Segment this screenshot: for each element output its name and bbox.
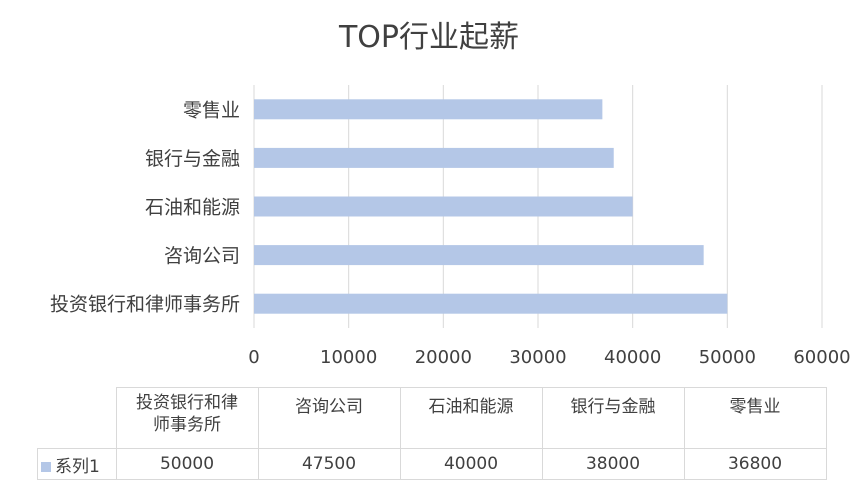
x-tick-labels: 0 10000 20000 30000 40000 50000 60000 (248, 347, 850, 368)
x-tick-label: 0 (248, 347, 259, 368)
data-table-header: 投资银行和律 师事务所 (115, 387, 259, 449)
bar (254, 293, 728, 314)
x-tick-label: 40000 (604, 347, 661, 368)
data-table-value: 36800 (683, 448, 827, 480)
data-table-value: 47500 (257, 448, 401, 480)
bar (254, 147, 614, 168)
x-tick-label: 60000 (793, 347, 850, 368)
bar (254, 196, 633, 217)
category-label: 咨询公司 (164, 245, 240, 267)
data-table-header: 咨询公司 (257, 387, 401, 449)
data-table-header: 石油和能源 (399, 387, 543, 449)
category-label: 零售业 (183, 99, 240, 121)
x-tick-label: 30000 (509, 347, 566, 368)
legend-label: 系列1 (55, 456, 100, 477)
category-label: 投资银行和律师事务所 (50, 294, 240, 316)
category-label: 银行与金融 (145, 148, 240, 170)
data-table-value: 38000 (541, 448, 685, 480)
x-tick-label: 10000 (320, 347, 377, 368)
bars (254, 99, 728, 314)
data-table-header-row: 投资银行和律 师事务所 咨询公司 石油和能源 银行与金融 零售业 (37, 387, 827, 449)
legend-swatch (41, 461, 51, 472)
data-table-value: 40000 (399, 448, 543, 480)
bar (254, 245, 704, 266)
data-table-value: 50000 (115, 448, 259, 480)
data-table-header: 银行与金融 (541, 387, 685, 449)
chart-title: TOP行业起薪 (338, 20, 520, 55)
bar (254, 99, 603, 120)
category-label: 石油和能源 (145, 197, 240, 219)
data-table-row: 系列1 50000 47500 40000 38000 36800 (37, 448, 827, 480)
data-table-corner (37, 387, 117, 449)
legend-entry: 系列1 (37, 448, 117, 480)
data-table-header: 零售业 (683, 387, 827, 449)
data-table: 投资银行和律 师事务所 咨询公司 石油和能源 银行与金融 零售业 系列1 500… (37, 387, 827, 480)
x-tick-label: 20000 (415, 347, 472, 368)
x-tick-label: 50000 (699, 347, 756, 368)
